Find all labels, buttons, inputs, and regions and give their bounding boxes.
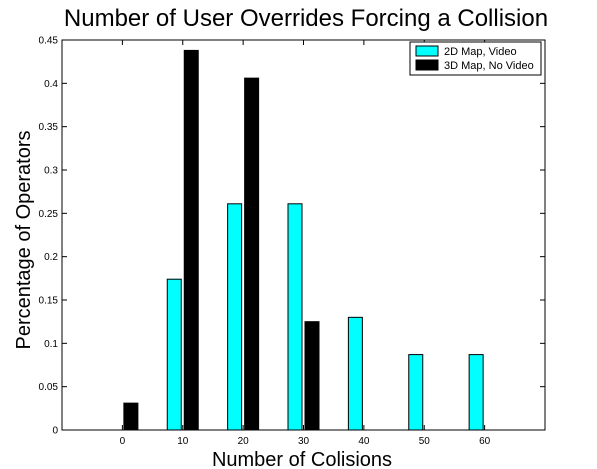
x-tick-label: 50 (419, 436, 431, 447)
y-tick-label: 0.1 (44, 339, 58, 350)
axes-box (61, 39, 546, 431)
x-tick-label: 60 (479, 436, 491, 447)
y-tick-label: 0.2 (44, 252, 58, 263)
y-tick-label: 0.35 (39, 122, 59, 133)
bar-series-2d (468, 354, 484, 431)
y-tick-label: 0.15 (39, 296, 59, 307)
bar-series-2d (408, 354, 424, 431)
bar-series-2d (166, 278, 182, 431)
bar-series-2d (227, 203, 243, 431)
y-tick-label: 0.05 (39, 382, 59, 393)
legend-label: 3D Map, No Video (444, 60, 534, 72)
bar-series-2d (287, 203, 303, 431)
bar-series-2d (347, 316, 363, 431)
y-tick-label: 0.45 (39, 36, 59, 47)
legend: 2D Map, Video 3D Map, No Video (409, 41, 542, 76)
y-tick-label: 0.25 (39, 209, 59, 220)
x-tick-label: 20 (238, 436, 250, 447)
y-tick-label: 0 (52, 426, 58, 437)
x-tick-label: 10 (177, 436, 189, 447)
plot-area: 0 0.05 0.1 0.15 0.2 0.25 0.3 0.35 0.4 0.45 0 10 20 30… (39, 36, 546, 447)
legend-swatch (415, 45, 439, 57)
bar-series-3d (123, 402, 139, 431)
x-tick-label: 30 (298, 436, 310, 447)
x-axis-label: Number of Colisions (212, 449, 392, 469)
bar-series-3d (304, 321, 320, 431)
x-tick-label: 40 (358, 436, 370, 447)
x-tick-label: 0 (120, 436, 126, 447)
chart-title: Number of User Overrides Forcing a Colli… (64, 5, 548, 32)
y-tick-label: 0.3 (44, 166, 58, 177)
bar-series-3d (183, 49, 199, 431)
y-tick-label: 0.4 (44, 79, 58, 90)
legend-label: 2D Map, Video (444, 46, 517, 58)
y-axis-label: Percentage of Operators (13, 130, 35, 349)
bar-series-3d (244, 77, 260, 431)
legend-swatch (415, 59, 439, 71)
